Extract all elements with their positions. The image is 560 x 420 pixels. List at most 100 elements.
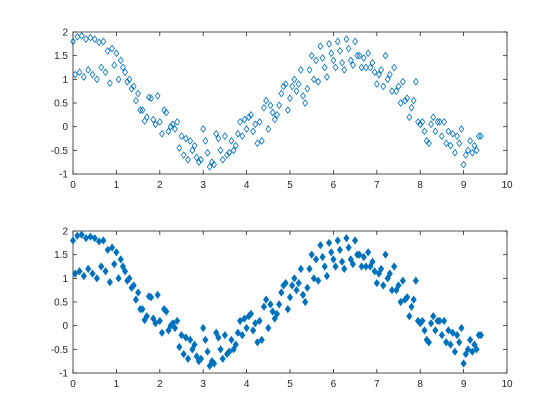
- data-point: [100, 37, 107, 46]
- data-point: [427, 319, 435, 328]
- data-point: [332, 63, 339, 72]
- data-point: [395, 281, 402, 290]
- data-point: [345, 243, 352, 252]
- data-point: [328, 49, 335, 58]
- data-point: [265, 323, 272, 333]
- data-point: [100, 236, 107, 245]
- data-point: [128, 84, 135, 93]
- data-point: [197, 354, 205, 363]
- data-point: [282, 278, 289, 288]
- data-point: [438, 331, 445, 340]
- data-point: [408, 302, 415, 311]
- data-point: [252, 319, 259, 328]
- data-point: [184, 354, 192, 363]
- data-point: [308, 51, 315, 60]
- data-point: [87, 232, 94, 241]
- data-point: [297, 66, 304, 74]
- data-point: [143, 113, 150, 122]
- x-tick-label: 7: [374, 180, 380, 191]
- data-point: [312, 255, 320, 264]
- data-point: [130, 281, 137, 290]
- data-point: [421, 127, 428, 136]
- data-point: [378, 66, 385, 74]
- data-point: [462, 151, 469, 159]
- data-point: [289, 281, 296, 290]
- data-point: [154, 92, 161, 100]
- x-tick-label: 3: [200, 379, 206, 390]
- data-point: [380, 281, 387, 290]
- data-point: [191, 141, 198, 150]
- data-point: [300, 92, 306, 100]
- data-point: [397, 99, 404, 107]
- data-point: [237, 118, 243, 126]
- y-tick-label: -1: [59, 170, 68, 181]
- data-point: [165, 127, 172, 136]
- x-tick-label: 7: [374, 379, 380, 390]
- data-point: [328, 248, 335, 257]
- data-point: [235, 129, 241, 138]
- data-point: [252, 120, 259, 129]
- data-point: [354, 51, 361, 60]
- data-point: [434, 118, 441, 126]
- data-point: [206, 163, 213, 171]
- data-point: [347, 56, 354, 65]
- data-point: [473, 345, 480, 354]
- data-point: [339, 257, 346, 266]
- data-point: [297, 264, 304, 273]
- data-point: [378, 264, 385, 273]
- data-point: [306, 264, 313, 273]
- x-tick-label: 3: [200, 180, 206, 191]
- data-point: [204, 347, 211, 356]
- data-point: [399, 276, 406, 285]
- data-point: [456, 338, 463, 347]
- data-point: [154, 290, 161, 299]
- data-point: [276, 101, 283, 110]
- data-point: [148, 94, 155, 103]
- y-tick-label: 0: [62, 321, 68, 332]
- data-point: [343, 234, 350, 243]
- data-point: [243, 323, 250, 333]
- data-point: [135, 89, 141, 98]
- data-point: [176, 342, 183, 352]
- data-point: [245, 113, 252, 122]
- data-point: [122, 68, 128, 77]
- data-point: [388, 286, 396, 295]
- y-tick-label: 1.5: [54, 51, 68, 62]
- data-point: [263, 96, 270, 105]
- data-point: [291, 75, 298, 84]
- data-point: [89, 269, 96, 278]
- x-tick-label: 1: [114, 379, 120, 390]
- data-point: [141, 117, 148, 125]
- data-point: [115, 75, 122, 84]
- y-tick-label: -0.5: [51, 345, 69, 356]
- data-point: [243, 125, 250, 133]
- y-tick-label: -1: [59, 369, 68, 380]
- data-point: [152, 120, 159, 129]
- data-point: [219, 354, 226, 363]
- data-point: [187, 335, 194, 344]
- data-point: [421, 326, 428, 335]
- data-point: [258, 335, 265, 344]
- data-point: [376, 70, 382, 79]
- x-tick-label: 4: [244, 379, 250, 390]
- data-point: [193, 153, 200, 162]
- data-point: [386, 70, 393, 79]
- data-point: [269, 307, 276, 316]
- data-point: [104, 47, 111, 55]
- data-point: [464, 345, 472, 354]
- data-point: [137, 106, 144, 114]
- data-point: [291, 274, 298, 283]
- data-point: [302, 99, 309, 107]
- data-point: [406, 113, 413, 122]
- data-point: [341, 264, 348, 273]
- x-tick-label: 1: [114, 180, 120, 191]
- data-point: [317, 241, 324, 250]
- data-point: [234, 328, 241, 337]
- data-point: [172, 125, 178, 133]
- data-point: [202, 335, 209, 344]
- x-tick-label: 10: [501, 180, 513, 191]
- data-point: [443, 338, 450, 347]
- data-point: [117, 255, 124, 264]
- data-point: [280, 82, 287, 91]
- data-point: [382, 250, 389, 259]
